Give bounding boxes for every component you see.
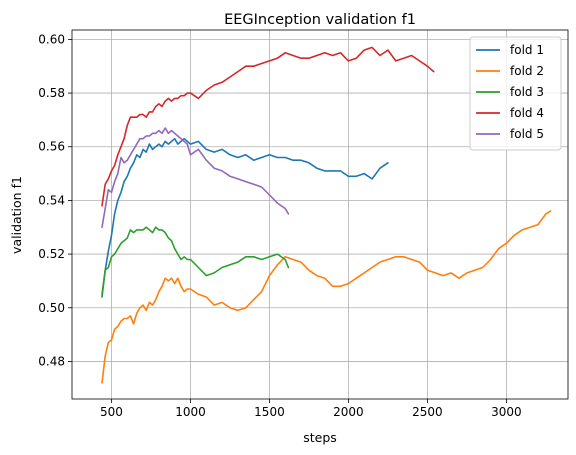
y-tick-label: 0.56 bbox=[38, 140, 65, 154]
series-line-fold-1 bbox=[101, 137, 389, 298]
x-tick-label: 3000 bbox=[491, 405, 522, 419]
x-tick-label: 2000 bbox=[333, 405, 364, 419]
legend-label: fold 2 bbox=[510, 64, 544, 78]
ticks: 500 1000 1500 2000 2500 3000 0.48 0.50 0.52 0.54 0… bbox=[38, 32, 521, 419]
series-line-fold-4 bbox=[101, 46, 435, 207]
axes-frame bbox=[71, 29, 569, 400]
legend: fold 1 fold 2 fold 3 fold 4 fold 5 bbox=[469, 36, 562, 151]
legend-label: fold 3 bbox=[510, 85, 544, 99]
series-group bbox=[101, 46, 552, 384]
legend-label: fold 4 bbox=[510, 106, 544, 120]
chart-title: EEGInception validation f1 bbox=[224, 12, 416, 28]
x-tick-label: 1000 bbox=[175, 405, 206, 419]
x-axis-label: steps bbox=[303, 430, 337, 445]
y-tick-label: 0.60 bbox=[38, 32, 65, 46]
series-line-fold-5 bbox=[101, 127, 290, 228]
legend-label: fold 1 bbox=[510, 43, 544, 57]
y-tick-label: 0.48 bbox=[38, 354, 65, 368]
y-tick-label: 0.54 bbox=[38, 193, 65, 207]
y-tick-label: 0.58 bbox=[38, 86, 65, 100]
series-line-fold-3 bbox=[101, 226, 290, 296]
x-tick-label: 500 bbox=[100, 405, 123, 419]
y-tick-label: 0.50 bbox=[38, 301, 65, 315]
series-line-fold-2 bbox=[101, 210, 552, 384]
legend-box bbox=[469, 36, 562, 151]
y-axis-label: validation f1 bbox=[9, 176, 24, 254]
legend-label: fold 5 bbox=[510, 127, 544, 141]
x-tick-label: 1500 bbox=[254, 405, 285, 419]
x-tick-label: 2500 bbox=[412, 405, 443, 419]
y-tick-label: 0.52 bbox=[38, 247, 65, 261]
